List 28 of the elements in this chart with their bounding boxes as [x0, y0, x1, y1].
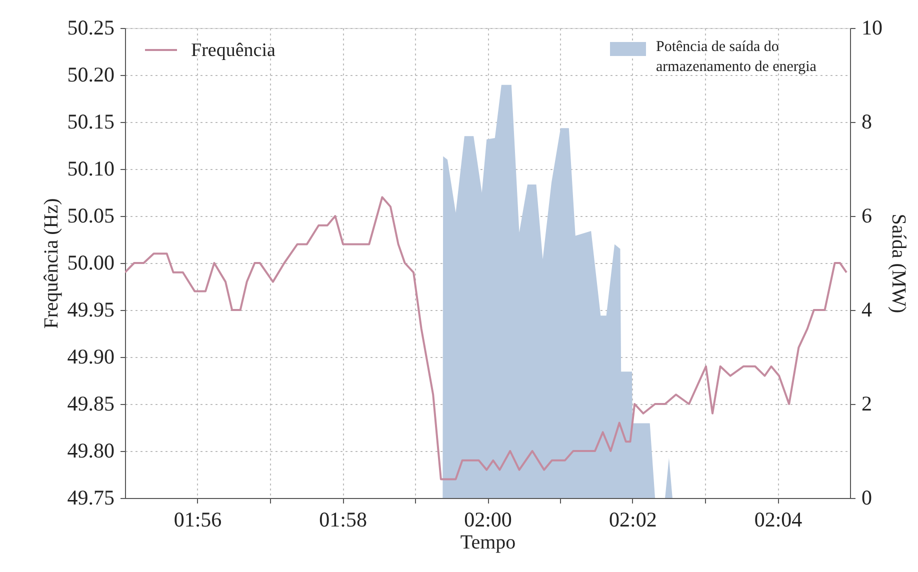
x-tick-label: 01:58 — [319, 508, 368, 532]
legend-label: Potência de saída do armazenamento de energia — [656, 39, 817, 75]
x-tick-label: 01:56 — [174, 508, 222, 532]
y-tick-label: 49.85 — [67, 392, 114, 416]
y2-tick-label: 2 — [862, 392, 872, 416]
x-axis-title: Tempo — [460, 532, 516, 554]
y-tick-label: 49.95 — [67, 298, 114, 322]
y2-axis-title: Saída (MW) — [888, 214, 910, 314]
y-tick-label: 49.90 — [67, 344, 114, 368]
x-tick-label: 02:02 — [608, 508, 657, 532]
x-tick-label: 02:00 — [464, 508, 512, 532]
y-axis-title: Frequência (Hz) — [40, 198, 62, 329]
y-tick-label: 50.05 — [67, 204, 114, 228]
y-tick-label: 49.80 — [67, 438, 114, 462]
line-series — [125, 196, 848, 480]
y-tick-label: 49.75 — [67, 486, 114, 510]
y-tick-label: 50.10 — [67, 156, 114, 180]
y-tick-label: 50.25 — [67, 16, 114, 40]
y2-tick-label: 10 — [862, 16, 882, 40]
y2-tick-label: 4 — [862, 298, 872, 322]
y2-tick-label: 8 — [862, 110, 872, 134]
y-tick-label: 50.20 — [67, 62, 114, 86]
y-tick-label: 50.00 — [67, 250, 114, 274]
legend-label: Frequência — [191, 40, 276, 61]
y-tick-label: 50.15 — [67, 110, 114, 134]
x-tick-label: 02:04 — [754, 508, 803, 532]
y2-tick-label: 6 — [862, 204, 872, 228]
y2-tick-label: 0 — [862, 486, 872, 510]
